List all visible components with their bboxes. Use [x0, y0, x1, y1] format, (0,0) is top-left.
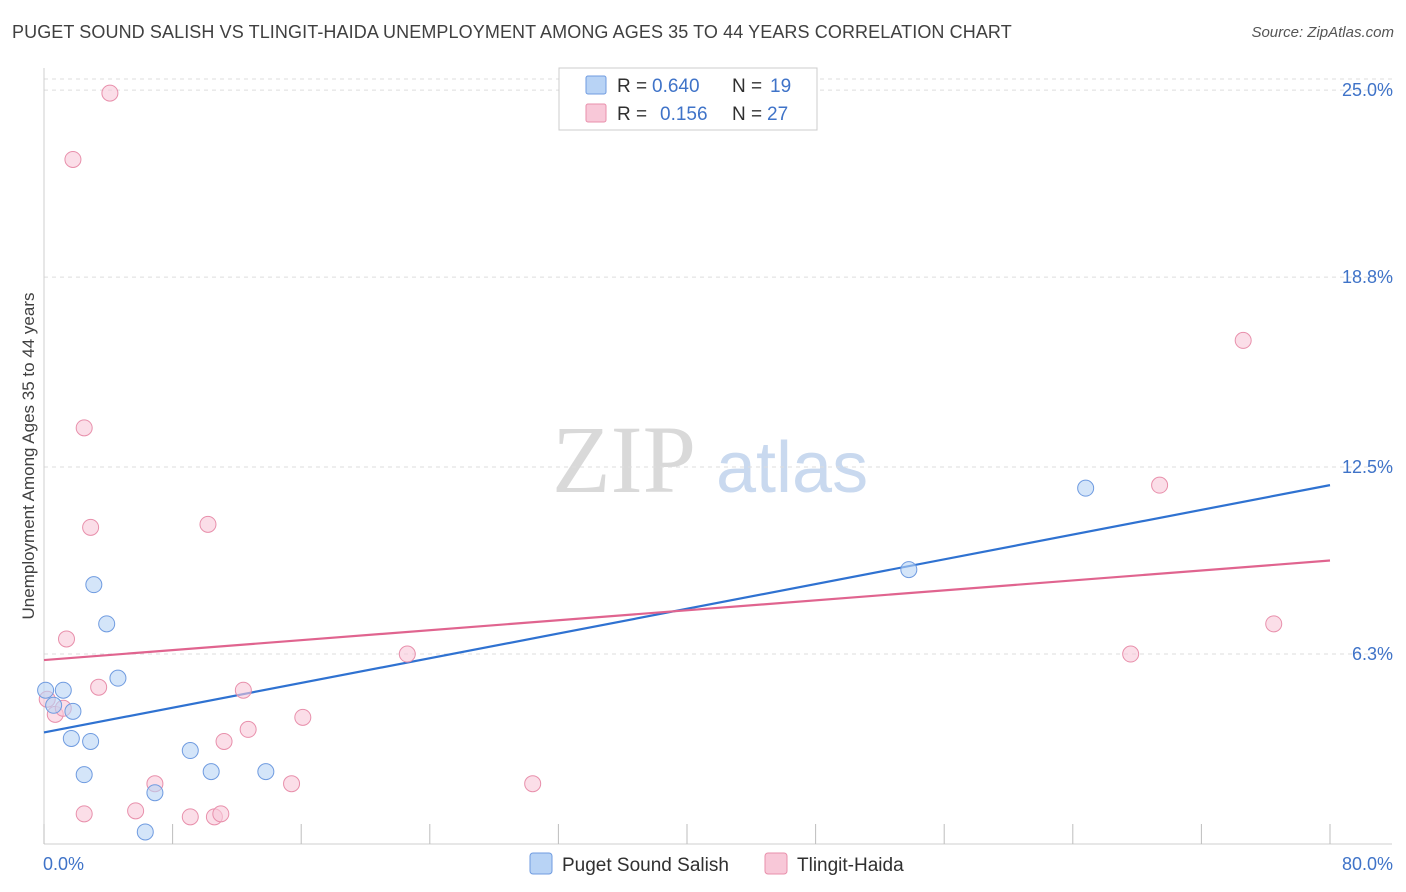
data-point-puget-sound-salish — [109, 669, 127, 687]
data-point-tlingit-haida — [239, 720, 257, 738]
legend-r-label-pink: R = — [617, 104, 647, 125]
x-ticks — [43, 824, 1331, 844]
source-credit: Source: ZipAtlas.com — [1251, 24, 1394, 41]
data-point-tlingit-haida — [1234, 331, 1252, 349]
data-point-tlingit-haida — [212, 805, 230, 823]
x-tick-label: 80.0% — [1342, 854, 1393, 874]
data-point-puget-sound-salish — [1077, 479, 1095, 497]
legend-swatch-tlingit-haida — [764, 852, 788, 875]
data-point-tlingit-haida — [75, 419, 93, 437]
legend-n-label-blue: N = — [732, 76, 762, 97]
x-tick-label: 0.0% — [43, 854, 84, 874]
data-point-tlingit-haida — [199, 515, 217, 533]
data-point-tlingit-haida — [90, 678, 108, 696]
data-point-tlingit-haida — [234, 681, 252, 699]
data-point-tlingit-haida — [215, 732, 233, 750]
trend-line-puget-sound-salish — [43, 484, 1331, 734]
legend-swatch-puget-sound-salish — [529, 852, 553, 875]
axes — [43, 68, 1392, 845]
data-point-puget-sound-salish — [146, 784, 164, 802]
y-tick-label: 18.8% — [1342, 267, 1393, 287]
legend-n-value-blue: 19 — [770, 76, 791, 97]
data-point-puget-sound-salish — [202, 763, 220, 781]
data-point-tlingit-haida — [294, 708, 312, 726]
trend-line-tlingit-haida — [43, 559, 1331, 662]
data-points — [37, 84, 1283, 841]
data-point-tlingit-haida — [181, 808, 199, 826]
data-point-puget-sound-salish — [98, 615, 116, 633]
data-point-puget-sound-salish — [37, 681, 55, 699]
data-point-tlingit-haida — [58, 630, 76, 648]
legend-label-puget-sound-salish: Puget Sound Salish — [562, 855, 729, 876]
data-point-puget-sound-salish — [45, 696, 63, 714]
legend-n-label-pink: N = — [732, 104, 762, 125]
legend-label-tlingit-haida: Tlingit-Haida — [797, 855, 904, 876]
watermark: ZIP atlas — [552, 406, 868, 513]
data-point-tlingit-haida — [283, 775, 301, 793]
data-point-tlingit-haida — [1151, 476, 1169, 494]
data-point-tlingit-haida — [82, 518, 100, 536]
y-tick-labels: 6.3% 12.5% 18.8% 25.0% — [1342, 80, 1393, 664]
data-point-tlingit-haida — [398, 645, 416, 663]
data-point-tlingit-haida — [64, 150, 82, 168]
grid-lines — [44, 78, 1392, 655]
correlation-legend: R = 0.640 N = 19 R = 0.156 N = 27 — [558, 67, 818, 131]
series-legend: Puget Sound Salish Tlingit-Haida — [529, 852, 904, 876]
chart-title: PUGET SOUND SALISH VS TLINGIT-HAIDA UNEM… — [12, 22, 1012, 42]
data-point-puget-sound-salish — [75, 766, 93, 784]
data-point-puget-sound-salish — [181, 742, 199, 760]
data-point-puget-sound-salish — [64, 702, 82, 720]
legend-swatch-pink — [585, 103, 607, 123]
y-axis-title: Unemployment Among Ages 35 to 44 years — [19, 293, 38, 620]
legend-n-value-pink: 27 — [767, 104, 788, 125]
data-point-tlingit-haida — [524, 775, 542, 793]
data-point-tlingit-haida — [127, 802, 145, 820]
data-point-tlingit-haida — [1265, 615, 1283, 633]
y-tick-label: 6.3% — [1352, 644, 1393, 664]
legend-r-value-pink: 0.156 — [660, 104, 708, 125]
x-tick-labels: 0.0% 80.0% — [43, 854, 1393, 874]
watermark-zip: ZIP — [552, 406, 696, 513]
data-point-puget-sound-salish — [136, 823, 154, 841]
data-point-puget-sound-salish — [62, 729, 80, 747]
data-point-puget-sound-salish — [85, 576, 103, 594]
legend-r-label-blue: R = — [617, 76, 647, 97]
data-point-tlingit-haida — [101, 84, 119, 102]
y-tick-label: 25.0% — [1342, 80, 1393, 100]
data-point-puget-sound-salish — [900, 561, 918, 579]
data-point-puget-sound-salish — [54, 681, 72, 699]
data-point-puget-sound-salish — [82, 732, 100, 750]
trend-lines — [43, 484, 1331, 734]
data-point-tlingit-haida — [75, 805, 93, 823]
legend-r-value-blue: 0.640 — [652, 76, 700, 97]
y-tick-label: 12.5% — [1342, 457, 1393, 477]
legend-swatch-blue — [585, 75, 607, 95]
data-point-tlingit-haida — [1122, 645, 1140, 663]
watermark-atlas: atlas — [716, 428, 868, 508]
data-point-puget-sound-salish — [257, 763, 275, 781]
